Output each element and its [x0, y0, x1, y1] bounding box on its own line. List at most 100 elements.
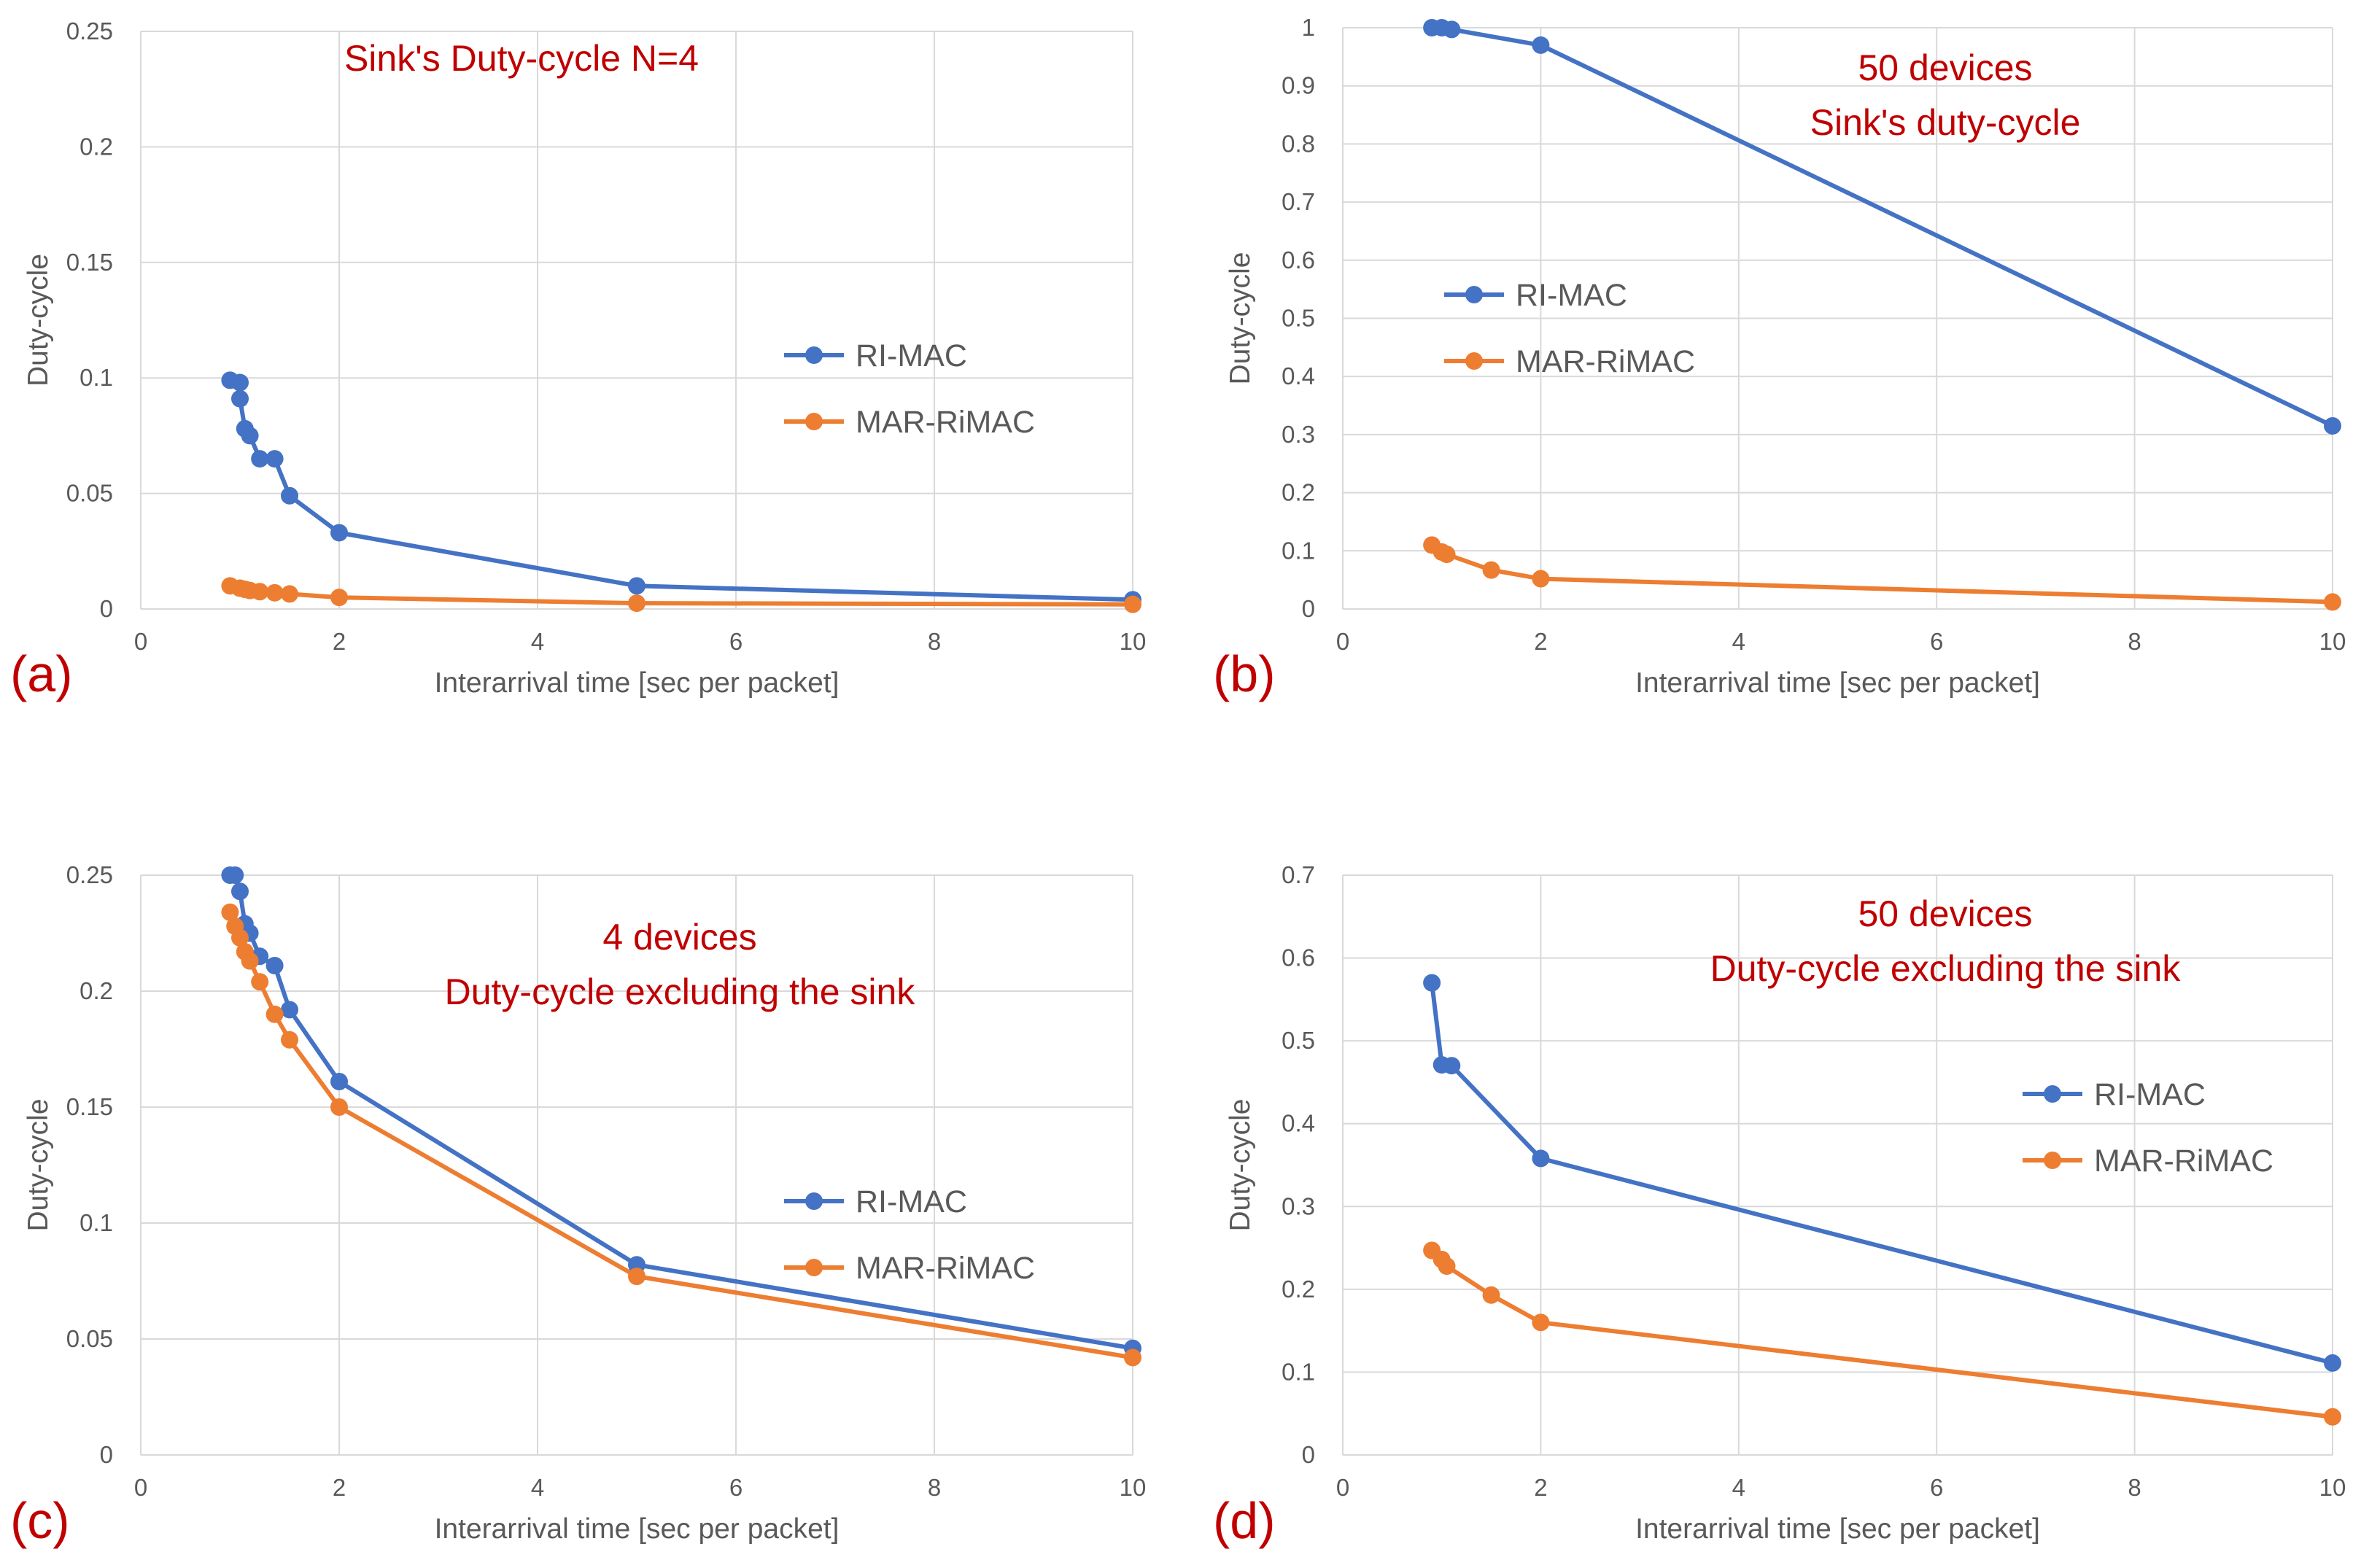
- y-tick-label: 0.7: [1282, 188, 1315, 215]
- data-point-mar-rimac: [281, 1031, 298, 1049]
- chart-annotation: 4 devices: [602, 917, 756, 958]
- x-tick-label: 8: [2128, 1474, 2141, 1501]
- x-tick-label: 2: [333, 628, 346, 655]
- data-point-mar-rimac: [1124, 1348, 1141, 1367]
- data-point-ri-mac: [2324, 1354, 2341, 1372]
- x-tick-label: 6: [729, 1474, 743, 1501]
- data-point-mar-rimac: [1124, 595, 1141, 613]
- y-tick-label: 0.5: [1282, 1027, 1315, 1054]
- y-tick-label: 0: [1302, 1441, 1315, 1468]
- data-point-ri-mac: [231, 373, 249, 392]
- x-tick-label: 4: [531, 628, 544, 655]
- legend-swatch-marker: [2044, 1152, 2061, 1169]
- legend-item-mar-rimac: MAR-RiMAC: [1444, 344, 1695, 379]
- x-tick-label: 10: [1120, 1474, 1147, 1501]
- data-point-mar-rimac: [628, 1268, 646, 1286]
- x-tick-label: 10: [1120, 628, 1147, 655]
- chart-annotation: Sink's Duty-cycle N=4: [344, 38, 699, 79]
- x-tick-label: 0: [134, 1474, 147, 1501]
- y-tick-label: 0.8: [1282, 130, 1315, 157]
- panel-label: (a): [10, 645, 73, 702]
- y-tick-label: 0.2: [1282, 479, 1315, 506]
- y-tick-label: 0.05: [66, 1325, 113, 1352]
- y-tick-label: 0.2: [1282, 1276, 1315, 1303]
- chart-annotation: Duty-cycle excluding the sink: [1710, 948, 2182, 989]
- legend-swatch-marker: [1465, 352, 1483, 370]
- data-point-mar-rimac: [1482, 561, 1500, 579]
- x-tick-label: 0: [134, 628, 147, 655]
- legend-label: MAR-RiMAC: [856, 1251, 1035, 1286]
- y-tick-label: 0.6: [1282, 247, 1315, 273]
- panel-label: (c): [10, 1492, 70, 1549]
- legend-swatch-marker: [805, 1259, 823, 1276]
- data-point-mar-rimac: [1438, 546, 1456, 564]
- y-tick-label: 0.1: [1282, 537, 1315, 564]
- data-point-mar-rimac: [251, 973, 269, 991]
- data-point-ri-mac: [265, 957, 284, 975]
- data-point-mar-rimac: [1482, 1286, 1500, 1304]
- chart-panel-d: 0 0.1 0.2 0.3 0.4 0.5 0.6 0.7 0 2 4 6 8 10 Interarriva…: [1213, 861, 2346, 1549]
- data-point-mar-rimac: [231, 928, 249, 947]
- data-point-mar-rimac: [281, 585, 298, 603]
- x-tick-label: 6: [729, 628, 743, 655]
- data-point-mar-rimac: [330, 589, 348, 607]
- y-tick-label: 0: [100, 1441, 113, 1468]
- data-point-mar-rimac: [628, 594, 646, 613]
- legend-item-ri-mac: RI-MAC: [784, 1184, 967, 1219]
- panel-label: (b): [1213, 645, 1276, 702]
- legend-item-ri-mac: RI-MAC: [784, 338, 967, 373]
- chart-annotation: Duty-cycle excluding the sink: [445, 971, 916, 1012]
- data-point-mar-rimac: [1532, 570, 1550, 588]
- y-tick-label: 0.1: [1282, 1358, 1315, 1385]
- series-line-mar-rimac: [1430, 543, 2335, 605]
- y-tick-label: 0.15: [66, 249, 113, 276]
- legend-label: RI-MAC: [2094, 1077, 2206, 1112]
- x-tick-label: 0: [1336, 1474, 1349, 1501]
- legend-swatch-marker: [805, 413, 823, 430]
- x-tick-label: 10: [2319, 628, 2346, 655]
- x-tick-label: 2: [1534, 628, 1547, 655]
- x-tick-label: 6: [1930, 1474, 1943, 1501]
- legend-label: MAR-RiMAC: [856, 405, 1035, 440]
- data-point-mar-rimac: [330, 1098, 348, 1116]
- chart-panel-b: 00.10.20.30.40.50.60.70.80.910 2 4 6 8 10Inte…: [1213, 14, 2346, 702]
- y-axis-title: Duty-cycle: [23, 254, 54, 387]
- y-axis-title: Duty-cycle: [1225, 1098, 1256, 1231]
- panel-label: (d): [1213, 1492, 1276, 1549]
- legend-item-mar-rimac: MAR-RiMAC: [784, 405, 1035, 440]
- data-point-ri-mac: [1443, 1057, 1461, 1075]
- data-point-ri-mac: [1532, 1149, 1550, 1168]
- legend-label: RI-MAC: [1516, 278, 1627, 313]
- data-point-ri-mac: [251, 450, 269, 468]
- chart-annotation: 50 devices: [1858, 893, 2032, 934]
- data-point-ri-mac: [281, 486, 298, 505]
- y-tick-label: 0: [100, 595, 113, 622]
- x-tick-label: 6: [1930, 628, 1943, 655]
- data-point-mar-rimac: [221, 903, 239, 921]
- y-tick-label: 0.1: [80, 364, 113, 391]
- y-axis-title: Duty-cycle: [23, 1098, 54, 1231]
- x-axis-title: Interarrival time [sec per packet]: [1635, 1513, 2040, 1545]
- data-point-ri-mac: [1423, 974, 1441, 992]
- y-tick-label: 0.4: [1282, 1110, 1315, 1137]
- data-point-ri-mac: [231, 882, 249, 901]
- y-tick-label: 0.4: [1282, 362, 1315, 389]
- data-point-ri-mac: [330, 524, 348, 542]
- chart-panel-c: 0 0.05 0.1 0.15 0.2 0.25 0 2 4 6 8 10 Interarrival t…: [10, 861, 1146, 1549]
- y-tick-label: 0.25: [66, 18, 113, 44]
- x-tick-label: 8: [928, 1474, 941, 1501]
- y-tick-label: 0.05: [66, 480, 113, 507]
- y-tick-label: 0: [1302, 595, 1315, 622]
- data-point-ri-mac: [1532, 36, 1550, 54]
- data-point-mar-rimac: [2324, 593, 2341, 611]
- legend-label: MAR-RiMAC: [1516, 344, 1695, 379]
- x-axis-title: Interarrival time [sec per packet]: [435, 667, 840, 699]
- y-tick-label: 0.9: [1282, 72, 1315, 99]
- x-tick-label: 2: [1534, 1474, 1547, 1501]
- y-tick-label: 0.3: [1282, 421, 1315, 448]
- x-tick-label: 0: [1336, 628, 1349, 655]
- x-tick-label: 8: [2128, 628, 2141, 655]
- data-point-ri-mac: [241, 427, 259, 445]
- legend-swatch-marker: [1465, 286, 1483, 303]
